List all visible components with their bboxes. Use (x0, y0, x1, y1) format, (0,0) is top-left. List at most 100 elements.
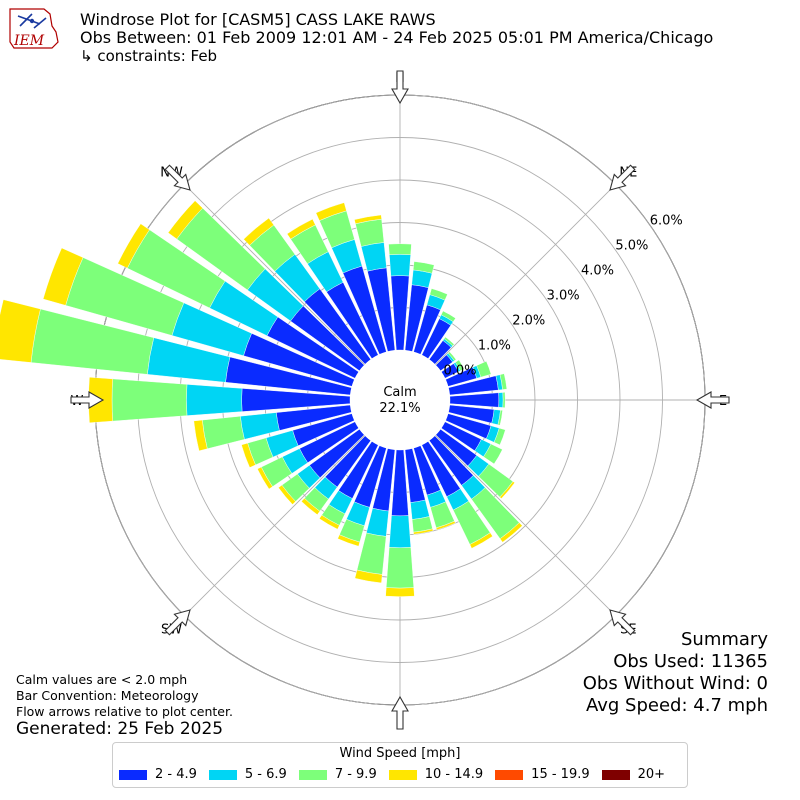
legend: Wind Speed [mph] 2 - 4.9 5 - 6.9 7 - 9.9 10… (112, 742, 688, 788)
windrose-bar (202, 416, 245, 449)
svg-text:IEM: IEM (13, 33, 45, 49)
windrose-bar (498, 392, 504, 408)
chart-subtitle-period: Obs Between: 01 Feb 2009 12:01 AM - 24 F… (80, 28, 714, 47)
polar-spoke (184, 435, 365, 616)
flow-arrow-icon (164, 164, 191, 191)
windrose-bar (388, 515, 412, 548)
windrose-bar (337, 534, 361, 547)
windrose-bar (455, 359, 465, 372)
legend-item: 20+ (601, 767, 666, 782)
calm-note: Calm values are < 2.0 mph (16, 672, 188, 687)
legend-title: Wind Speed [mph] (339, 746, 461, 761)
windrose-bar (389, 254, 411, 277)
flow-arrow-shape (391, 70, 409, 105)
legend-swatch (601, 769, 630, 780)
windrose-bar (360, 242, 387, 272)
legend-swatch (208, 769, 237, 780)
windrose-bar (440, 310, 456, 323)
windrose-bar (499, 522, 523, 543)
windrose-bar (111, 378, 188, 422)
flow-arrow-shape (164, 609, 191, 636)
legend-label: 5 - 6.9 (244, 767, 287, 782)
windrose-bar (117, 223, 150, 269)
legend-swatch (495, 769, 524, 780)
calm-circle-group: Calm 22.1% (350, 350, 450, 450)
legend-item: 7 - 9.9 (298, 767, 377, 782)
chart-title: Windrose Plot for [CASM5] CASS LAKE RAWS (80, 10, 436, 29)
windrose-bar (449, 392, 500, 408)
windrose-bar (469, 532, 493, 549)
legend-label: 2 - 4.9 (155, 767, 197, 782)
legend-swatch (119, 769, 147, 780)
polar-spoke (435, 435, 616, 616)
windrose-bar (315, 202, 347, 221)
flow-arrow-shape (164, 164, 191, 191)
summary-avg-speed: Avg Speed: 4.7 mph (586, 695, 768, 716)
legend-swatch (298, 769, 327, 780)
windrose-bar (413, 528, 434, 535)
legend-item: 10 - 14.9 (388, 767, 484, 782)
flow-arrow-icon (70, 391, 105, 409)
windrose-bar (240, 412, 280, 440)
windrose-bar (429, 288, 448, 301)
windrose-bar (499, 373, 508, 390)
flow-arrow-shape (695, 391, 730, 409)
flow-arrow-icon (609, 609, 636, 636)
windrose-bar (167, 200, 203, 240)
windrose-bar (499, 481, 515, 499)
windrose-bar (278, 484, 296, 505)
windrose-bar (354, 214, 382, 225)
legend-label: 10 - 14.9 (424, 767, 484, 782)
flow-arrow-shape (609, 609, 636, 636)
polar-spoke (435, 184, 616, 365)
radial-tick-label: 0.0% (443, 364, 476, 379)
windrose-bar (410, 499, 430, 520)
calm-value: 22.1% (379, 401, 420, 416)
radial-tick-label: 1.0% (478, 339, 511, 354)
calm-circle (350, 350, 450, 450)
windrose-bar (447, 351, 457, 362)
windrose-bar (42, 247, 84, 306)
windrose-bar (355, 218, 385, 247)
summary-obs-used: Obs Used: 11365 (613, 651, 768, 672)
iem-logo: IEM (9, 8, 59, 49)
radial-tick-label: 5.0% (615, 239, 648, 254)
flow-arrow-shape (391, 695, 409, 730)
windrose-bar (388, 243, 412, 255)
legend-label: 7 - 9.9 (334, 767, 377, 782)
legend-swatch (388, 769, 417, 780)
windrose-bar (366, 507, 389, 537)
generated-date: Generated: 25 Feb 2025 (16, 719, 224, 739)
flow-arrow-shape (609, 164, 636, 191)
flow-arrow-shape (70, 391, 105, 409)
legend-item: 2 - 4.9 (119, 767, 197, 782)
legend-label: 20+ (637, 767, 666, 782)
windrose-bar (476, 360, 492, 378)
legend-item: 5 - 6.9 (208, 767, 287, 782)
windrose-bar (497, 409, 503, 426)
windrose-bar (0, 299, 41, 363)
radial-tick-labels: 0.0%1.0%2.0%3.0%4.0%5.0%6.0% (443, 214, 682, 379)
flow-arrows (70, 70, 730, 730)
windrose-bars (0, 200, 523, 597)
windrose-bar (356, 532, 387, 575)
radial-tick-label: 3.0% (547, 289, 580, 304)
summary-obs-without-wind: Obs Without Wind: 0 (582, 673, 768, 694)
windrose-bar (443, 336, 455, 347)
windrose-bar (193, 419, 208, 452)
windrose-bar (483, 443, 503, 465)
legend-items: 2 - 4.9 5 - 6.9 7 - 9.9 10 - 14.9 15 - 19.9 2… (119, 767, 677, 782)
windrose-bar (286, 218, 316, 240)
summary-title: Summary (681, 629, 768, 650)
polar-spoke (184, 184, 365, 365)
windrose-bar (354, 569, 383, 584)
legend-item: 15 - 19.9 (495, 767, 590, 782)
flow-arrow-icon (695, 391, 730, 409)
bar-convention-note: Bar Convention: Meteorology (16, 688, 199, 703)
radial-tick-label: 2.0% (512, 314, 545, 329)
windrose-bar (435, 520, 456, 531)
windrose-bar (241, 442, 256, 468)
windrose-bar (257, 466, 273, 490)
windrose-bar (319, 514, 340, 530)
